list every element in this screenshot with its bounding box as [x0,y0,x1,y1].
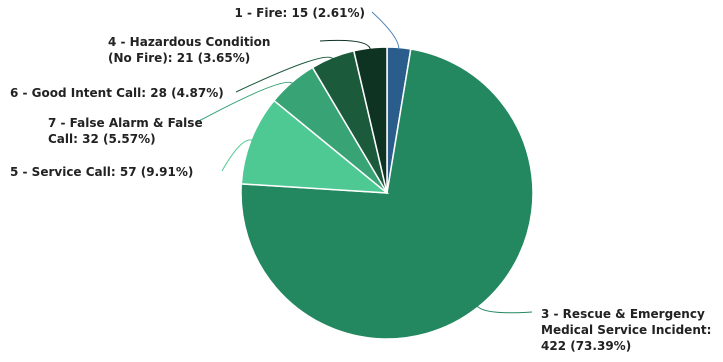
label-connector-2 [476,305,533,314]
label-connector-4 [196,81,294,123]
slice-label-5: 6 - Good Intent Call: 28 (4.87%) [10,86,224,100]
label-connectors [196,11,533,314]
slice-label-4: 7 - False Alarm & False Call: 32 (5.57%) [48,116,203,146]
slice-labels: 1 - Fire: 15 (2.61%) 3 - Rescue & Emergen… [10,6,711,353]
slice-label-2: 3 - Rescue & Emergency Medical Service In… [541,307,711,353]
label-connector-5 [235,56,334,93]
label-connector-3 [221,139,254,172]
slice-label-1: 1 - Fire: 15 (2.61%) [234,6,365,20]
slice-label-6: 4 - Hazardous Condition (No Fire): 21 (3.… [108,35,270,65]
label-connector-1 [371,11,400,50]
slice-label-3: 5 - Service Call: 57 (9.91%) [10,165,193,179]
label-connector-6 [319,39,371,51]
pie-slices [240,46,534,340]
